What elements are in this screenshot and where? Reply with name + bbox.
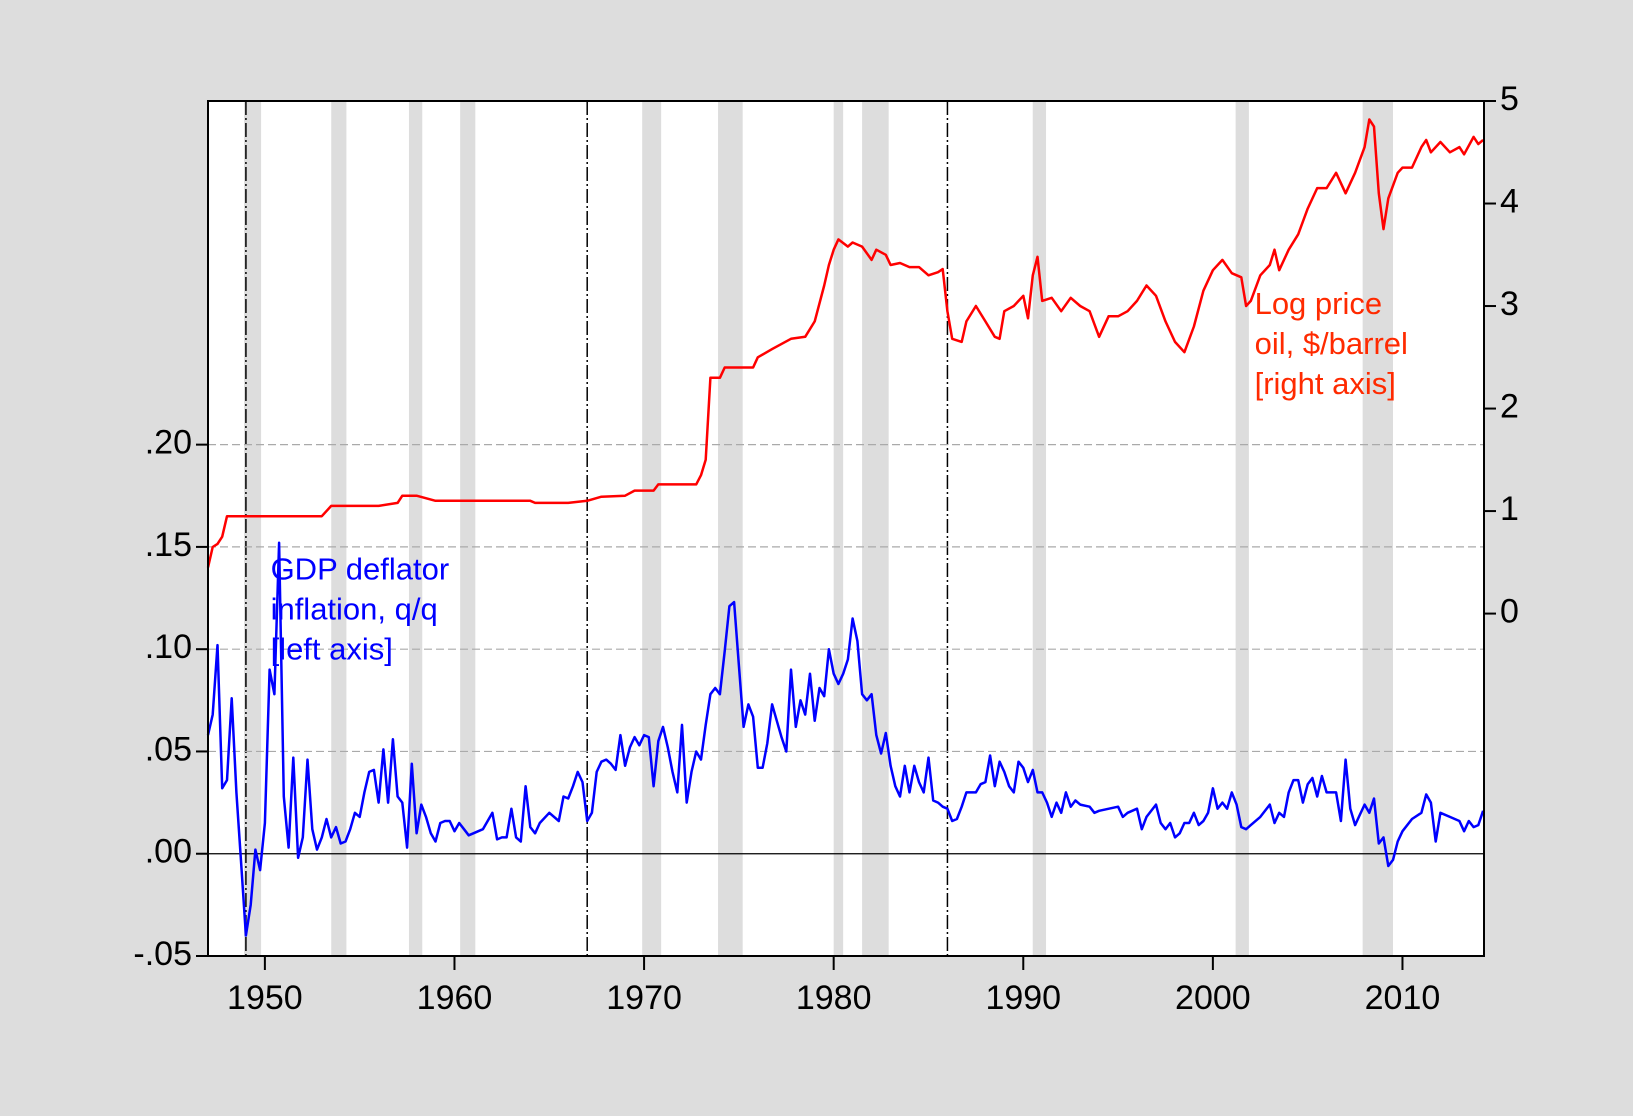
x-tick-label: 1960	[417, 979, 493, 1017]
recession-band	[833, 101, 844, 956]
series-line	[206, 118, 1484, 568]
annotation: Log price oil, $/barrel [right axis]	[1255, 286, 1408, 401]
y-tick-label: .00	[145, 833, 192, 871]
grid-layer	[208, 444, 1484, 855]
x-tick-label: 2000	[1175, 979, 1251, 1017]
axes-layer: -.05 .00 .05 .10 .15 .20 0 1 2 3 4 5 1950 1960 1970 198…	[133, 80, 1519, 1017]
y-tick-label: .20	[145, 424, 192, 462]
y2-tick-label: 2	[1500, 388, 1519, 426]
y2-tick-label: 4	[1500, 183, 1519, 221]
annotation: GDP deflator inflation, q/q [left axis]	[271, 552, 450, 667]
y-tick-label: -.05	[133, 935, 192, 973]
plot-area	[208, 101, 1484, 956]
annotation-line: GDP deflator	[271, 552, 450, 587]
recession-band	[1235, 101, 1249, 956]
recession-band	[862, 101, 889, 956]
annotation-line: [right axis]	[1255, 366, 1396, 401]
x-tick-label: 1970	[606, 979, 682, 1017]
y2-tick-label: 5	[1500, 80, 1519, 118]
recession-band	[1032, 101, 1047, 956]
annotation-line: [left axis]	[271, 632, 393, 667]
recession-band	[642, 101, 662, 956]
y-tick-label: .15	[145, 526, 192, 564]
annotation-line: oil, $/barrel	[1255, 326, 1408, 361]
recession-layer	[244, 101, 1393, 956]
recession-band	[408, 101, 423, 956]
recession-band	[244, 101, 262, 956]
recession-band	[331, 101, 347, 956]
recession-band	[460, 101, 476, 956]
series-layer	[206, 118, 1485, 937]
y2-tick-label: 1	[1500, 490, 1519, 528]
x-tick-label: 1980	[796, 979, 872, 1017]
plot-frame	[207, 100, 1485, 957]
annotation-line: Log price	[1255, 286, 1383, 321]
recession-band	[718, 101, 743, 956]
x-tick-label: 2010	[1365, 979, 1441, 1017]
y-tick-label: .05	[145, 730, 192, 768]
annotation-line: inflation, q/q	[271, 592, 438, 627]
x-tick-label: 1950	[227, 979, 303, 1017]
series-line	[206, 541, 1485, 937]
y-tick-label: .10	[145, 628, 192, 666]
x-tick-label: 1990	[985, 979, 1061, 1017]
y2-tick-label: 3	[1500, 285, 1519, 323]
recession-band	[1362, 101, 1393, 956]
y2-tick-label: 0	[1500, 593, 1519, 631]
